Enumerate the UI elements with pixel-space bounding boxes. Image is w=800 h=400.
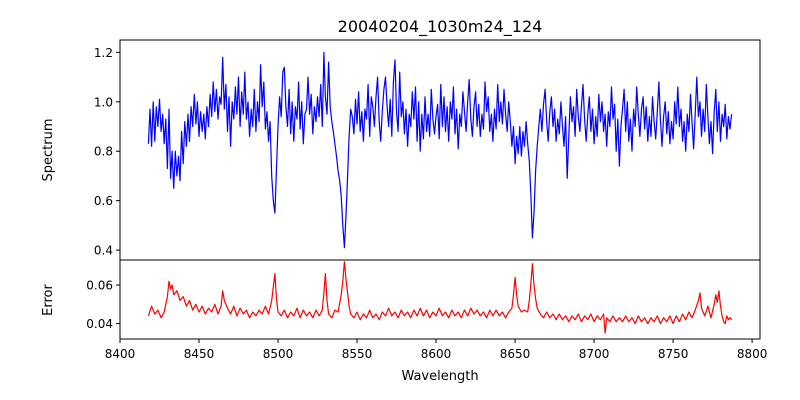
error-line [147,261,733,334]
error-y-tick-label: 0.06 [86,279,113,293]
spectrum-y-tick-label: 1.0 [94,95,113,109]
spectrum-y-tick-label: 0.8 [94,145,113,159]
error-axes-frame [119,259,761,340]
spectrum-y-tick-label: 1.2 [94,46,113,60]
error-y-ticks: 0.04 0.06 [86,279,120,331]
spectrum-y-ticks: 0.4 0.6 0.8 1.0 1.2 [94,46,120,258]
spectrum-y-axis-label: Spectrum [41,119,56,182]
x-tick-label: 8400 [105,347,136,361]
error-y-axis-label: Error [41,284,56,316]
x-tick-label: 8650 [500,347,531,361]
x-ticks: 8400 8450 8500 8550 8600 8650 8700 8750 8800 [105,339,768,361]
x-tick-label: 8600 [421,347,452,361]
spectrum-line [147,51,733,249]
x-tick-label: 8500 [263,347,294,361]
error-series [147,261,733,334]
x-tick-label: 8700 [579,347,610,361]
error-y-tick-label: 0.04 [86,317,113,331]
error-panel: 0.04 0.06 Error [41,259,761,340]
spectrum-y-tick-label: 0.6 [94,194,113,208]
x-tick-label: 8550 [342,347,373,361]
spectrum-series [147,51,733,249]
spectrum-y-tick-label: 0.4 [94,244,113,258]
chart-title: 20040204_1030m24_124 [338,17,543,37]
x-tick-label: 8750 [658,347,689,361]
x-tick-label: 8800 [737,347,768,361]
x-tick-label: 8450 [184,347,215,361]
x-axis-label: Wavelength [401,369,478,384]
